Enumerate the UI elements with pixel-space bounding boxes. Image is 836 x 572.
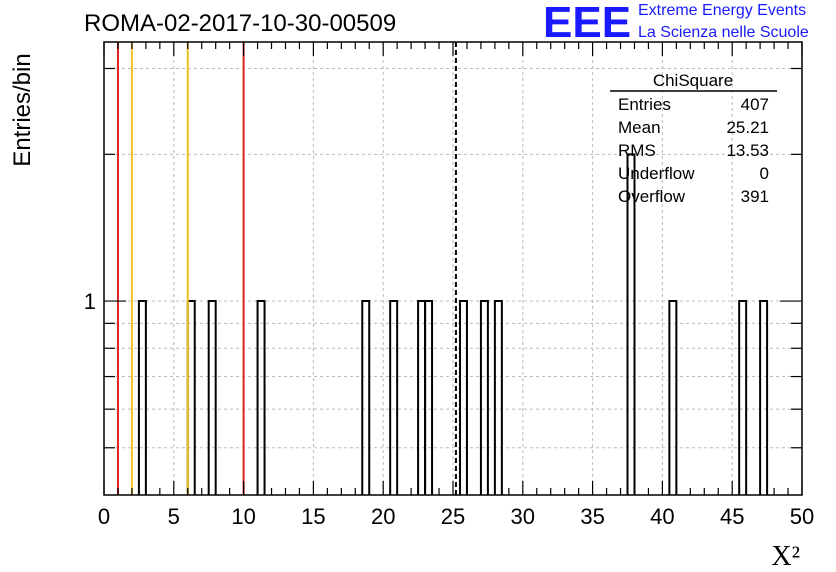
stats-label: Mean [618,118,661,137]
histogram-bin [458,300,468,495]
histogram-bin [417,300,427,495]
stats-value: 25.21 [726,118,769,137]
x-tick-label: 10 [231,504,255,529]
stats-header: ChiSquare [653,71,733,90]
histogram-bin [493,300,503,495]
marker-lines [116,42,457,495]
x-tick-label: 45 [720,504,744,529]
histogram-bin [256,300,266,495]
stats-box: ChiSquare Entries 407 Mean 25.21 RMS 13.53 Und… [610,71,777,206]
stats-label: Overflow [618,187,686,206]
stats-label: RMS [618,141,656,160]
histogram-bin [186,300,196,495]
histogram-bin [137,300,147,495]
x-axis-label: X² [771,541,800,572]
y-axis-label: Entries/bin [9,53,36,166]
histogram-bin [389,300,399,495]
stats-value: 407 [741,95,769,114]
stats-value: 0 [760,164,769,183]
x-tick-label: 40 [650,504,674,529]
histogram-bars [137,153,769,495]
eee-logo: EEE [543,0,632,47]
histogram-bin [759,300,769,495]
histogram-bin [424,300,434,495]
x-tick-label: 5 [168,504,180,529]
x-tick-label: 25 [441,504,465,529]
y-axis: 1 [84,67,802,449]
chart-title: ROMA-02-2017-10-30-00509 [84,10,397,37]
histogram-bin [207,300,217,495]
logo-text-line2: La Scienza nelle Scuole [638,24,809,41]
histogram-bin [361,300,371,495]
stats-value: 13.53 [726,141,769,160]
x-tick-label: 30 [511,504,535,529]
x-tick-label: 35 [580,504,604,529]
x-tick-label: 50 [790,504,814,529]
stats-label: Entries [618,95,671,114]
stats-label: Underflow [618,164,695,183]
grid [104,42,802,495]
x-tick-label: 0 [98,504,110,529]
histogram-bin [479,300,489,495]
x-tick-label: 15 [301,504,325,529]
x-tick-label: 20 [371,504,395,529]
x-axis: 0 5 10 15 20 25 30 35 40 45 50 [98,42,814,529]
histogram-bin [738,300,748,495]
stats-value: 391 [741,187,769,206]
histogram-bin [668,300,678,495]
histogram-bin [626,153,636,495]
y-tick-label: 1 [84,289,96,314]
logo-text-line1: Extreme Energy Events [638,2,807,19]
